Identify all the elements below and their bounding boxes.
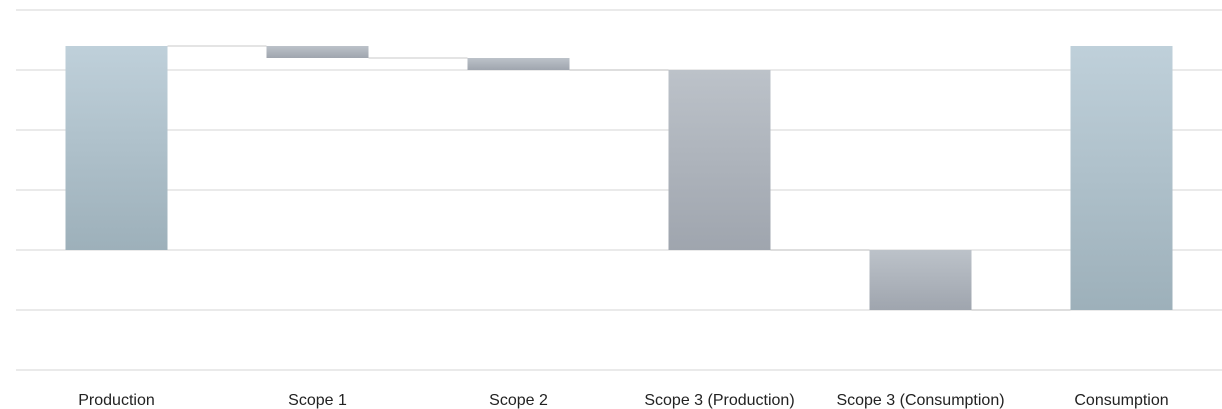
x-tick-label: Consumption <box>1074 392 1168 409</box>
x-tick-label: Production <box>78 392 155 409</box>
gridlines <box>16 9 1222 371</box>
bar-production <box>65 46 168 250</box>
category-labels: Production Scope 1 Scope 2 Scope 3 (Product… <box>78 392 1168 409</box>
bar-scope-3-consumption <box>869 250 972 310</box>
bar-scope-1 <box>266 46 369 58</box>
bar-scope-2 <box>467 58 570 70</box>
bar-consumption <box>1070 46 1173 310</box>
bar-scope-3-production <box>668 70 771 250</box>
x-tick-label: Scope 3 (Production) <box>644 392 794 409</box>
x-tick-label: Scope 2 <box>489 392 548 409</box>
connectors <box>167 45 1071 311</box>
x-tick-label: Scope 3 (Consumption) <box>836 392 1004 409</box>
x-tick-label: Scope 1 <box>288 392 347 409</box>
bars <box>65 46 1173 310</box>
